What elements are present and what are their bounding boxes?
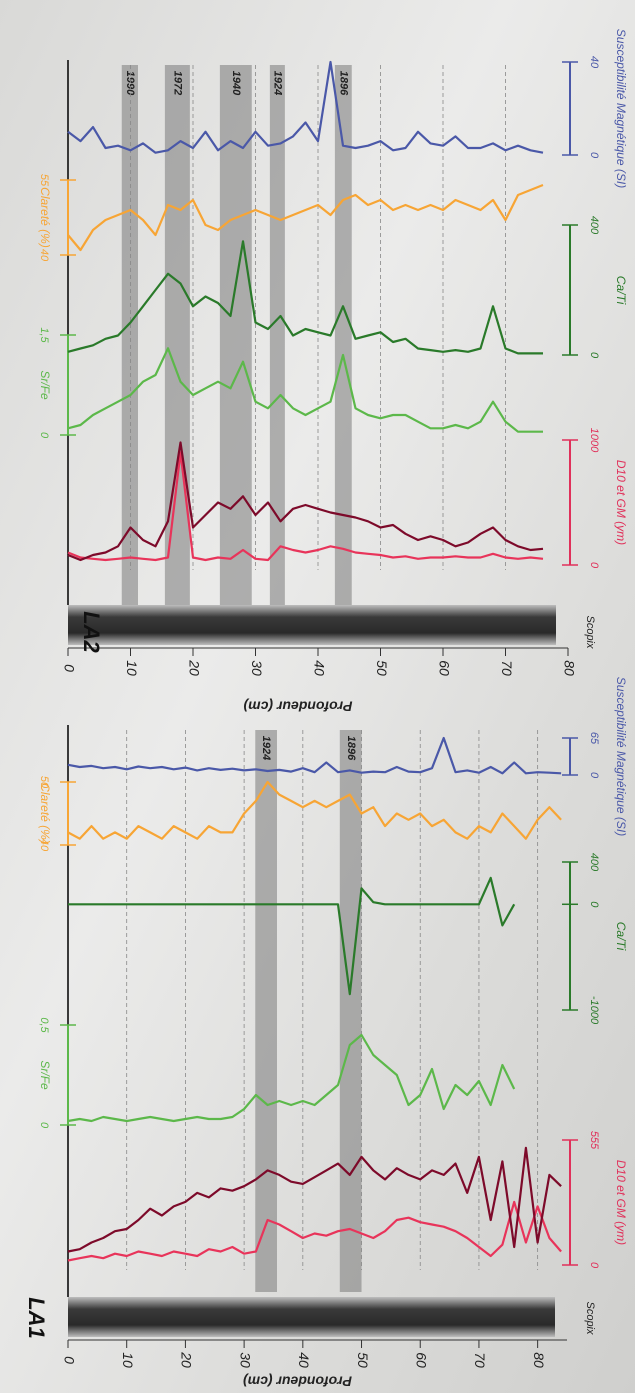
track-line: [67, 441, 544, 562]
depth-tick-label: 70: [472, 1352, 488, 1368]
track-tick-label: 40: [588, 56, 600, 69]
track-tick-label: 0: [588, 772, 600, 779]
event-band: [339, 730, 362, 1292]
core-image: [68, 1297, 555, 1337]
track-line: [67, 1033, 516, 1123]
panel-title: LA1: [24, 1297, 49, 1339]
depth-label: Profondeur (cm): [243, 1373, 352, 1389]
depth-tick-label: 30: [237, 1352, 253, 1368]
track-line: [67, 60, 544, 154]
track-line: [67, 451, 544, 562]
event-band: [164, 65, 190, 608]
depth-label: Profondeur (cm): [243, 698, 352, 714]
track-tick-label: 400: [588, 853, 600, 872]
core-label: Scopix: [584, 615, 596, 649]
depth-tick-label: 0: [61, 664, 77, 672]
track-name: Sr/Fe: [38, 370, 52, 400]
track-tick-label: 0: [588, 352, 600, 359]
event-label: 1990: [124, 71, 136, 96]
track-name: Clareté (%): [38, 783, 52, 844]
event-label: 1924: [260, 736, 272, 760]
core-label: Scopix: [584, 1301, 596, 1335]
depth-tick-label: 80: [531, 1352, 547, 1368]
track-tick-label: 40: [38, 249, 50, 262]
event-label: 1972: [171, 71, 183, 95]
depth-tick-label: 80: [561, 660, 577, 676]
track-name: D10 et GM (ym): [614, 460, 628, 545]
track-tick-label: 555: [588, 1131, 600, 1150]
track-tick-label: 0: [38, 1122, 50, 1129]
track-name: Ca/Ti: [614, 276, 628, 305]
track-line: [67, 347, 543, 433]
event-label: 1940: [230, 71, 242, 96]
track-name: Ca/Ti: [614, 922, 628, 951]
depth-tick-label: 20: [179, 1351, 195, 1368]
depth-tick-label: 50: [355, 1352, 371, 1368]
track-name: Susceptibilité Magnétique (SI): [614, 29, 628, 188]
track-tick-label: 400: [588, 216, 600, 235]
track-tick-label: 0,5: [38, 1017, 50, 1033]
track-line: [67, 1200, 562, 1262]
track-tick-label: -1000: [588, 996, 600, 1025]
depth-tick-label: 10: [120, 1352, 136, 1368]
track-tick-label: 40: [38, 839, 50, 852]
track-tick-label: 0: [38, 432, 50, 439]
track-tick-label: 50: [38, 776, 50, 789]
track-tick-label: 1,5: [38, 327, 50, 343]
track-name: D10 et GM (ym): [614, 1160, 628, 1245]
track-name: Sr/Fe: [38, 1060, 52, 1090]
panel-title: LA2: [79, 611, 104, 653]
track-line: [67, 240, 543, 355]
depth-tick-label: 0: [61, 1356, 77, 1364]
depth-tick-label: 40: [296, 1352, 312, 1368]
track-tick-label: 1000: [588, 428, 600, 453]
track-tick-label: 55: [38, 174, 50, 187]
depth-tick-label: 60: [414, 1352, 430, 1368]
track-line: [67, 183, 544, 252]
event-label: 1924: [271, 71, 283, 95]
event-band: [334, 65, 352, 608]
depth-tick-label: 20: [186, 659, 202, 676]
depth-tick-label: 40: [311, 660, 327, 676]
event-band: [269, 65, 285, 608]
depth-tick-label: 60: [436, 660, 452, 676]
event-band: [255, 730, 277, 1292]
depth-tick-label: 30: [249, 660, 265, 676]
track-line: [67, 1146, 562, 1253]
depth-tick-label: 10: [124, 660, 140, 676]
track-line: [67, 780, 562, 840]
event-label: 1896: [337, 71, 349, 96]
depth-tick-label: 50: [374, 660, 390, 676]
track-tick-label: 0: [588, 152, 600, 159]
track-name: Clareté (%): [38, 187, 52, 248]
track-line: [68, 876, 516, 996]
track-name: Susceptibilité Magnétique (SI): [614, 677, 628, 836]
track-tick-label: 65: [588, 732, 600, 745]
track-line: [67, 736, 562, 775]
track-tick-label: 0: [588, 1262, 600, 1269]
depth-tick-label: 70: [499, 660, 515, 676]
event-band: [121, 65, 138, 608]
track-tick-label: 0: [588, 901, 600, 908]
core-image: [68, 605, 556, 645]
track-tick-label: 0: [588, 562, 600, 569]
event-label: 1896: [345, 736, 357, 761]
event-band: [219, 65, 252, 608]
